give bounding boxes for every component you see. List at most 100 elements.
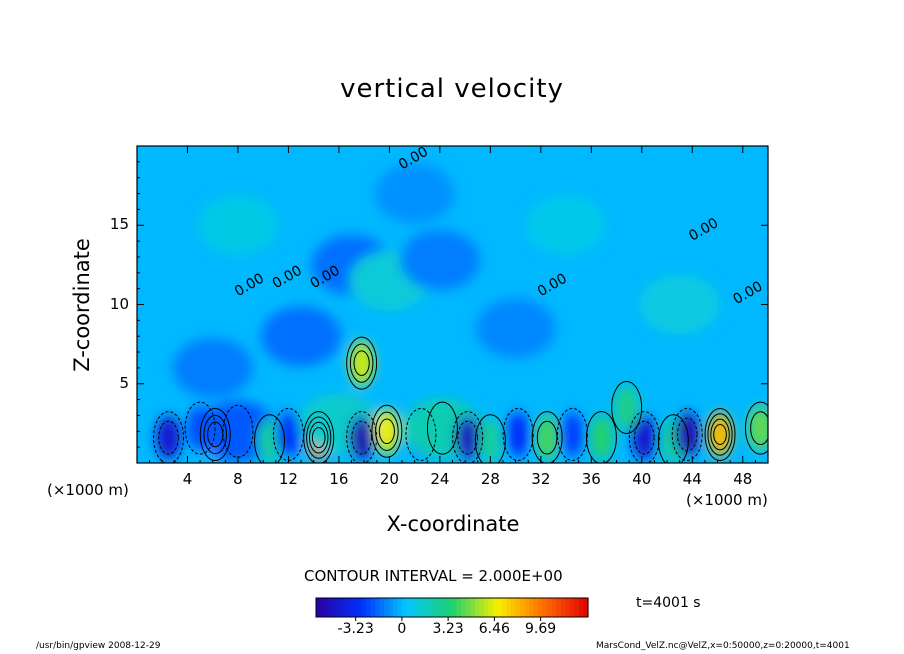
velocity-cell bbox=[639, 274, 720, 335]
footer-source: MarsCond_VelZ.nc@VelZ,x=0:50000,z=0:2000… bbox=[596, 641, 850, 651]
y-tick-label: 15 bbox=[109, 215, 129, 234]
colorbar-segment bbox=[370, 598, 376, 617]
colorbar-segment bbox=[470, 598, 476, 617]
velocity-cell bbox=[589, 415, 614, 460]
contour-line bbox=[713, 423, 727, 445]
contour-line bbox=[184, 401, 216, 455]
x-tick-label: 12 bbox=[278, 470, 298, 488]
x-scale-label-left: (×1000 m) bbox=[47, 481, 129, 499]
velocity-cell bbox=[156, 415, 181, 460]
contour-line bbox=[634, 420, 655, 455]
colorbar-segment bbox=[338, 598, 344, 617]
colorbar-segment bbox=[424, 598, 430, 617]
colorbar-segment bbox=[529, 598, 535, 617]
contour-line bbox=[457, 420, 478, 455]
x-tick-label: 40 bbox=[632, 470, 652, 488]
contour-line bbox=[153, 411, 185, 463]
contour-line bbox=[309, 421, 329, 454]
colorbar-segment bbox=[524, 598, 530, 617]
contour-line bbox=[426, 401, 458, 455]
contour-line bbox=[531, 411, 563, 463]
contour-line bbox=[371, 404, 403, 458]
velocity-cell bbox=[535, 415, 560, 460]
colorbar-segment bbox=[452, 598, 458, 617]
x-scale-label-right: (×1000 m) bbox=[686, 491, 768, 509]
colorbar-segment bbox=[492, 598, 498, 617]
velocity-cell bbox=[374, 163, 455, 224]
contour-line bbox=[158, 420, 179, 455]
x-tick-label: 20 bbox=[379, 470, 399, 488]
contour-line bbox=[536, 420, 558, 455]
y-axis-label: Z-coordinate bbox=[70, 238, 94, 372]
colorbar-segment bbox=[393, 598, 399, 617]
x-tick-label: 8 bbox=[233, 470, 243, 488]
colorbar-segment bbox=[329, 598, 335, 617]
colorbar-segment bbox=[510, 598, 517, 617]
contour-line bbox=[405, 407, 437, 461]
colorbar-segment bbox=[397, 598, 403, 617]
colorbar-segment bbox=[456, 598, 462, 617]
contour-line bbox=[710, 418, 730, 451]
velocity-cell bbox=[675, 412, 700, 457]
time-label: t=4001 s bbox=[636, 595, 701, 611]
colorbar-segment bbox=[506, 598, 512, 617]
colorbar-segment bbox=[501, 598, 507, 617]
colorbar-segment bbox=[560, 598, 566, 617]
velocity-cell bbox=[172, 337, 253, 398]
contour-line bbox=[750, 411, 768, 446]
x-tick-label: 36 bbox=[581, 470, 601, 488]
contour-line bbox=[671, 407, 703, 461]
colorbar-tick-label: 3.23 bbox=[432, 621, 464, 637]
contour-line bbox=[353, 350, 370, 376]
colorbar-segment bbox=[542, 598, 548, 617]
colorbar-segment bbox=[551, 598, 557, 617]
colorbar-segment bbox=[388, 598, 394, 617]
colorbar-tick-label: 6.46 bbox=[478, 621, 510, 637]
velocity-cell bbox=[614, 385, 639, 430]
velocity-cell bbox=[399, 230, 480, 291]
x-tick-label: 4 bbox=[182, 470, 193, 488]
contour-line bbox=[628, 411, 660, 463]
colorbar-segment bbox=[438, 598, 444, 617]
colorbar-segment bbox=[515, 598, 521, 617]
colorbar-segment bbox=[415, 598, 421, 617]
contour-line bbox=[375, 411, 399, 451]
colorbar-segment bbox=[442, 598, 449, 617]
velocity-cell bbox=[506, 412, 531, 457]
y-tick-label: 10 bbox=[109, 294, 129, 313]
colorbar-segment bbox=[578, 598, 585, 617]
contour-line bbox=[306, 416, 332, 459]
colorbar-segment bbox=[497, 598, 503, 617]
colorbar-segment bbox=[565, 598, 571, 617]
contour-line bbox=[378, 418, 395, 445]
contour-line bbox=[254, 414, 286, 463]
velocity-cell bbox=[197, 195, 278, 256]
contour-line bbox=[303, 411, 335, 463]
velocity-cell bbox=[560, 412, 585, 457]
colorbar-segment bbox=[316, 598, 322, 617]
chart-title: vertical velocity bbox=[340, 74, 564, 104]
velocity-cell bbox=[349, 341, 374, 386]
colorbar-segment bbox=[365, 598, 371, 617]
colorbar-segment bbox=[429, 598, 435, 617]
velocity-cell bbox=[455, 415, 480, 460]
contour-line bbox=[704, 407, 736, 461]
velocity-cell bbox=[475, 298, 556, 359]
contour-line bbox=[452, 411, 484, 463]
contour-line bbox=[351, 420, 372, 455]
contour-line bbox=[311, 427, 326, 449]
contour-line bbox=[611, 381, 643, 435]
colorbar-segment bbox=[325, 598, 331, 617]
colorbar-segment bbox=[384, 598, 390, 617]
colorbar-segment bbox=[533, 598, 539, 617]
contour-line bbox=[707, 413, 733, 456]
colorbar-segment bbox=[479, 598, 485, 617]
velocity-cell bbox=[257, 418, 282, 463]
colorbar-segment bbox=[465, 598, 471, 617]
colorbar-segment bbox=[347, 598, 353, 617]
contour-line bbox=[676, 417, 698, 452]
velocity-cell bbox=[261, 306, 342, 367]
colorbar-segment bbox=[483, 598, 489, 617]
